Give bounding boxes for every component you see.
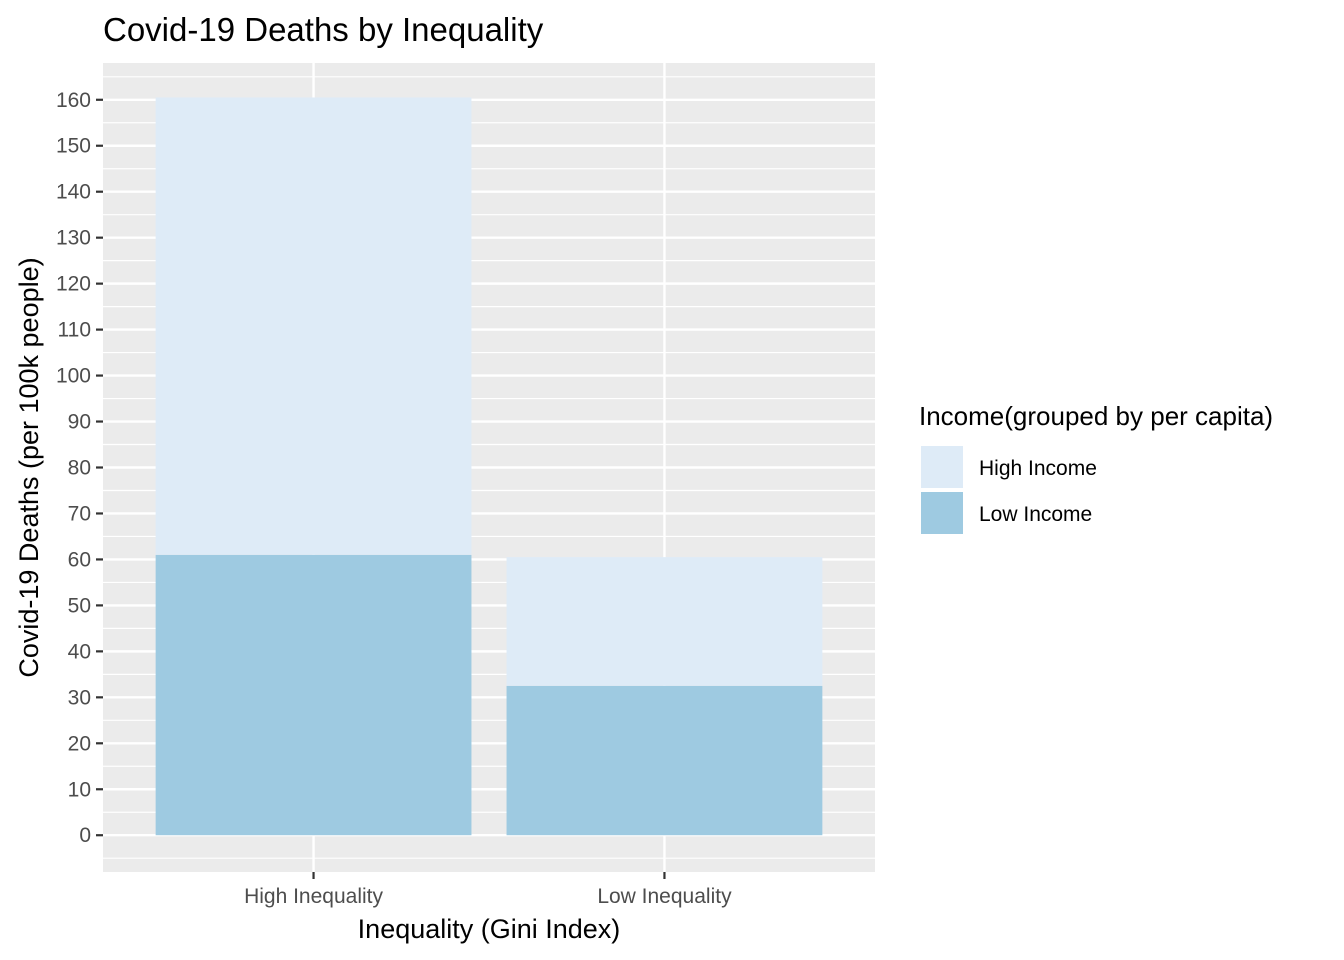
y-tick-label: 110 (58, 319, 91, 342)
bar-low-income (506, 685, 823, 836)
y-tick-label: 80 (68, 457, 91, 480)
y-tick-label: 20 (68, 732, 91, 755)
y-axis: 0 10 20 30 40 50 60 70 80 90 100 110 120 130 140 150 160 (56, 89, 103, 847)
legend: Income(grouped by per capita) High Incom… (919, 401, 1273, 535)
y-tick-label: 150 (56, 135, 91, 158)
y-axis-title: Covid-19 Deaths (per 100k people) (14, 257, 44, 677)
legend-swatch (921, 446, 963, 488)
y-tick-label: 60 (68, 548, 91, 571)
legend-label: High Income (979, 457, 1097, 480)
x-tick-label: Low Inequality (597, 885, 732, 908)
y-tick-label: 0 (79, 824, 91, 847)
y-tick-label: 100 (56, 365, 91, 388)
chart-title: Covid-19 Deaths by Inequality (103, 11, 544, 48)
bar-high-income (155, 97, 472, 555)
y-tick-label: 130 (56, 227, 91, 250)
legend-swatch (921, 492, 963, 534)
bar-low-income (155, 554, 472, 836)
x-axis-title: Inequality (Gini Index) (358, 914, 621, 944)
y-tick-label: 70 (68, 502, 91, 525)
legend-label: Low Income (979, 503, 1092, 526)
x-tick-label: High Inequality (244, 885, 383, 908)
y-tick-label: 120 (56, 273, 91, 296)
y-tick-label: 90 (68, 411, 91, 434)
y-tick-label: 10 (68, 778, 91, 801)
legend-title: Income(grouped by per capita) (919, 401, 1273, 431)
y-tick-label: 140 (56, 181, 91, 204)
y-tick-label: 160 (56, 89, 91, 112)
x-axis: High Inequality Low Inequality (244, 872, 732, 908)
bars (155, 97, 823, 836)
y-tick-label: 40 (68, 640, 91, 663)
y-tick-label: 50 (68, 594, 91, 617)
y-tick-label: 30 (68, 686, 91, 709)
bar-high-income (506, 557, 823, 686)
